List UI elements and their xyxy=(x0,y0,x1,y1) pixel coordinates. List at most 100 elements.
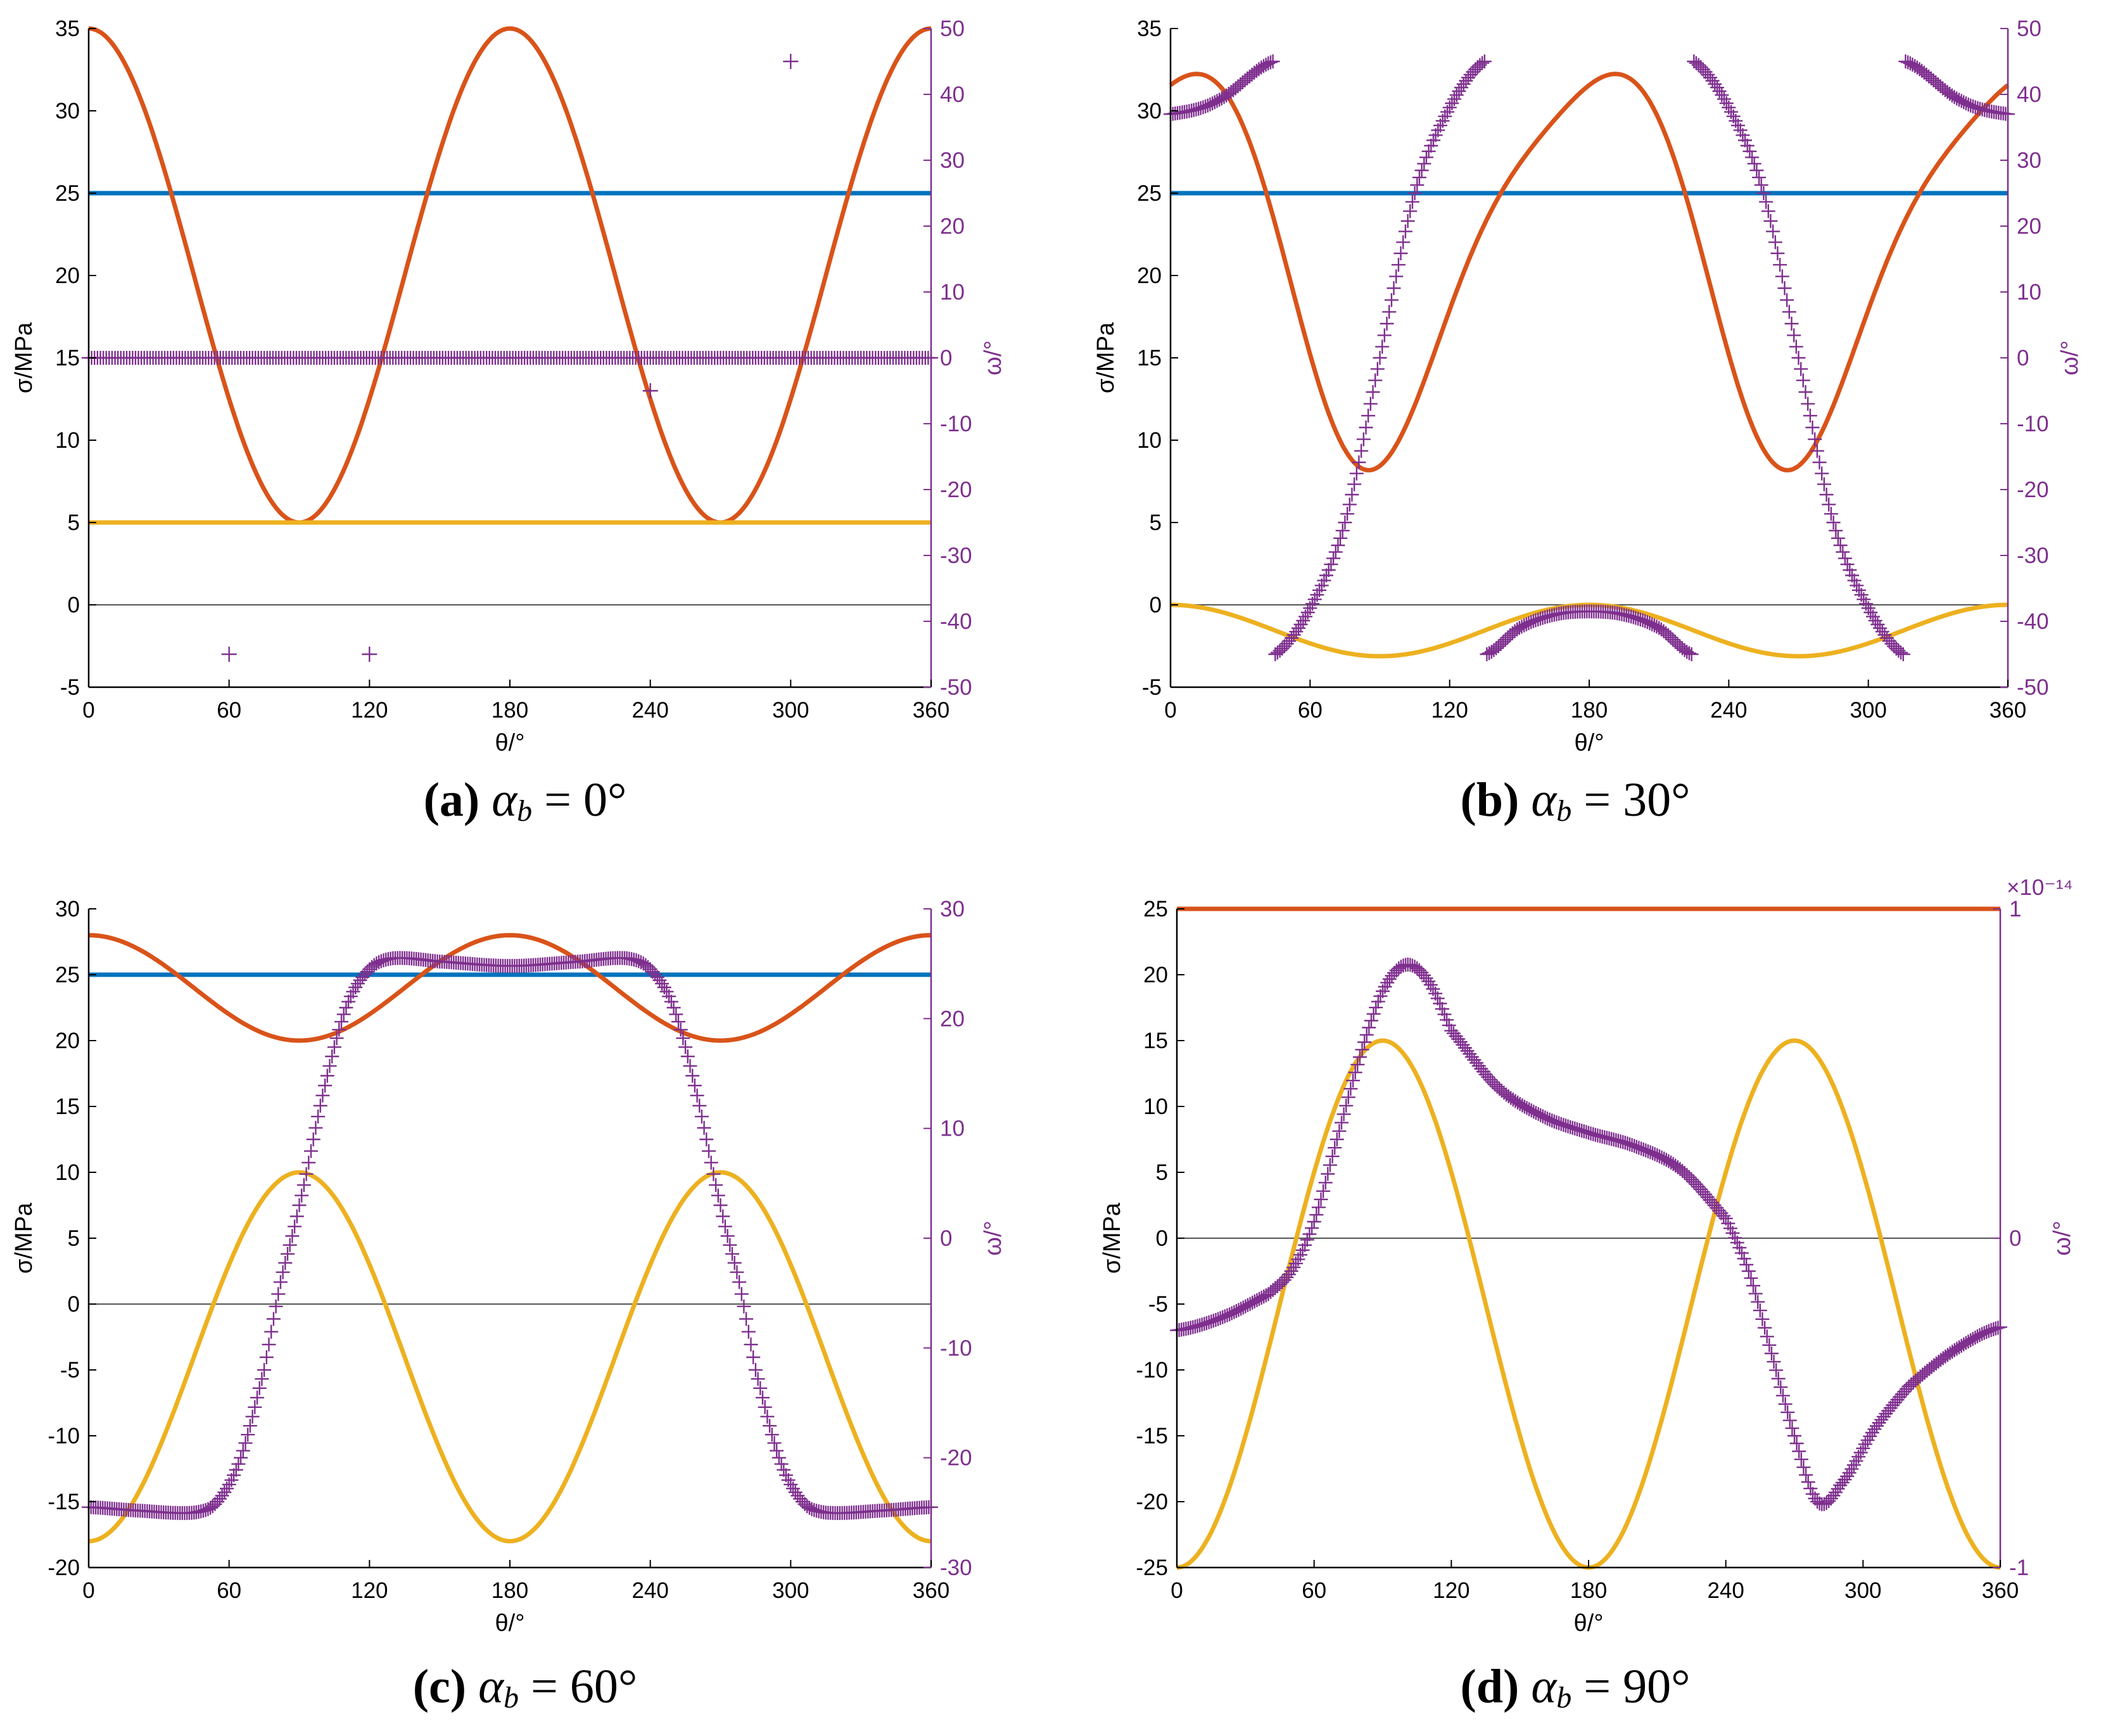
chart-b: 0 60 120 180 240 300 360-505101520253035-50-40… xyxy=(1093,16,2083,756)
omega-marker xyxy=(1787,1429,1801,1443)
x-tick-label: 240 xyxy=(632,698,668,723)
omega-marker xyxy=(718,1219,732,1234)
omega-marker xyxy=(655,977,670,991)
omega-marker xyxy=(1762,1338,1777,1352)
y2-tick-label: 20 xyxy=(2017,214,2041,239)
y-tick-label: 5 xyxy=(1156,1160,1168,1185)
omega-marker xyxy=(1405,194,1419,209)
omega-marker xyxy=(234,1450,248,1465)
omega-marker xyxy=(245,1409,260,1424)
omega-marker xyxy=(1407,186,1422,200)
omega-marker xyxy=(746,1350,761,1364)
omega-marker xyxy=(1350,1057,1365,1072)
omega-marker xyxy=(262,1337,276,1352)
omega-marker xyxy=(1749,163,1764,177)
omega-marker xyxy=(306,1132,321,1146)
omega-markers xyxy=(82,951,938,1520)
y-tick-label: 10 xyxy=(55,428,80,453)
omega-marker xyxy=(694,1109,709,1124)
omega-marker xyxy=(1810,443,1824,458)
omega-marker xyxy=(1817,477,1831,491)
y-tick-label: 5 xyxy=(1150,510,1162,535)
omega-marker xyxy=(1792,1444,1806,1459)
omega-marker xyxy=(1710,80,1724,95)
x-tick-label: 180 xyxy=(492,1578,528,1603)
y2-tick-label: 40 xyxy=(2017,82,2041,107)
x-tick-label: 180 xyxy=(492,698,528,723)
omega-marker xyxy=(255,1372,269,1386)
omega-marker xyxy=(685,1068,700,1083)
omega-marker xyxy=(725,1246,739,1261)
omega-marker xyxy=(1375,339,1390,354)
omega-marker xyxy=(1763,214,1778,228)
caption-eq-b: = 30° xyxy=(1584,773,1691,827)
omega-marker xyxy=(1410,178,1425,193)
omega-marker xyxy=(217,1485,232,1500)
omega-marker xyxy=(236,1443,250,1458)
omega-marker xyxy=(308,1120,323,1135)
omega-marker xyxy=(1778,1397,1793,1411)
omega-marker xyxy=(1754,178,1768,193)
omega-marker xyxy=(1836,545,1850,559)
x-tick-label: 300 xyxy=(772,698,809,723)
y-tick-label: 10 xyxy=(1137,428,1162,453)
y2-tick-label: -20 xyxy=(2017,478,2049,502)
omega-markers xyxy=(1164,54,2015,661)
omega-marker xyxy=(671,1015,685,1029)
omega-marker xyxy=(278,1256,293,1270)
y2-tick-label: 50 xyxy=(2017,16,2041,41)
omega-marker xyxy=(1403,204,1418,219)
x-axis-label: θ/° xyxy=(1574,1610,1604,1637)
omega-marker xyxy=(1894,645,1908,660)
omega-marker xyxy=(1364,1013,1378,1028)
omega-marker xyxy=(1333,531,1348,545)
y-tick-label: 20 xyxy=(1143,963,1168,987)
omega-marker xyxy=(1366,1006,1381,1021)
omega-marker xyxy=(1421,144,1436,158)
x-tick-label: 120 xyxy=(1433,1578,1469,1603)
omega-marker xyxy=(1752,170,1767,185)
omega-marker xyxy=(737,1299,751,1314)
omega-marker xyxy=(1328,545,1343,559)
omega-marker xyxy=(339,1001,353,1015)
omega-marker xyxy=(1323,1158,1337,1172)
omega-marker xyxy=(1338,516,1352,529)
omega-markers xyxy=(1170,958,2007,1512)
x-tick-label: 180 xyxy=(1571,698,1608,723)
omega-marker xyxy=(1734,1246,1749,1260)
omega-marker xyxy=(1389,269,1404,284)
omega-marker xyxy=(1292,621,1305,635)
x-tick-label: 300 xyxy=(1844,1578,1881,1603)
omega-marker xyxy=(1361,409,1376,423)
x-tick-label: 360 xyxy=(913,1578,949,1603)
y2-tick-label: -30 xyxy=(940,543,972,568)
omega-marker xyxy=(1477,54,1492,68)
omega-marker xyxy=(1437,1007,1452,1022)
omega-marker xyxy=(1354,443,1369,458)
omega-marker xyxy=(304,1144,318,1158)
x-tick-label: 0 xyxy=(1171,1578,1183,1603)
omega-marker xyxy=(763,1419,777,1433)
x-tick-label: 180 xyxy=(1570,1578,1607,1603)
omega-marker xyxy=(1339,1098,1354,1113)
omega-marker xyxy=(1747,156,1761,171)
omega-marker xyxy=(697,1120,711,1135)
omega-marker xyxy=(751,1372,765,1386)
omega-marker xyxy=(1335,1115,1349,1130)
y2-tick-label: 50 xyxy=(940,16,965,41)
omega-marker xyxy=(1838,551,1852,566)
x-tick-label: 60 xyxy=(1302,1578,1326,1603)
omega-marker xyxy=(1314,1192,1328,1207)
y-tick-label: 30 xyxy=(1137,99,1162,124)
omega-marker xyxy=(1330,1132,1344,1146)
omega-marker xyxy=(720,1229,735,1243)
omega-marker xyxy=(1393,246,1408,260)
omega-marker xyxy=(1384,293,1399,307)
x-tick-label: 240 xyxy=(1710,698,1747,723)
omega-marker xyxy=(1767,1355,1781,1369)
y-tick-label: 20 xyxy=(1137,263,1162,288)
omega-marker xyxy=(1293,618,1308,631)
x-tick-label: 300 xyxy=(1850,698,1886,723)
series-orange-line xyxy=(1169,72,2010,472)
omega-marker xyxy=(1396,235,1411,250)
